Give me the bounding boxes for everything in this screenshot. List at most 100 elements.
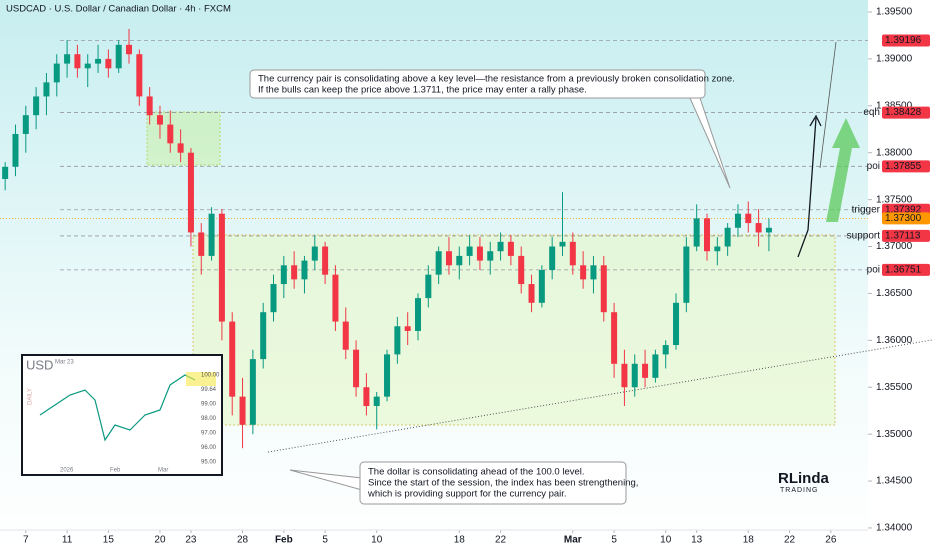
candle-body: [322, 246, 329, 275]
candle-body: [734, 213, 741, 228]
arrow-up: [826, 118, 860, 222]
candle-body: [415, 298, 422, 331]
candle-body: [476, 246, 483, 261]
annotation-text: The currency pair is consolidating above…: [258, 74, 735, 85]
candle-body: [559, 241, 566, 247]
level-name: trigger: [852, 204, 881, 215]
inset-price-label: 97.00: [201, 431, 217, 437]
level-name: support: [847, 231, 881, 242]
inset-line: [39, 374, 196, 442]
candle-body: [724, 227, 731, 247]
candle-body: [497, 241, 504, 252]
level-label: 1.37855: [885, 161, 922, 172]
projection: [797, 117, 817, 258]
inset-price-label: 100.00: [201, 373, 220, 379]
candle-body: [683, 246, 690, 303]
candle-body: [363, 387, 370, 407]
candle-body: [569, 241, 576, 266]
y-tick-label: 1.39500: [876, 7, 913, 18]
candle-body: [384, 354, 391, 397]
y-tick-label: 1.35000: [876, 429, 913, 440]
candle-body: [311, 246, 318, 261]
candle-body: [136, 54, 143, 97]
x-tick-label: 13: [691, 535, 703, 546]
y-tick-label: 1.37000: [876, 241, 913, 252]
level-label: 1.39196: [885, 35, 922, 46]
zone: [192, 234, 836, 426]
candle-body: [177, 143, 184, 153]
candle-body: [115, 44, 122, 69]
candle-body: [693, 218, 700, 247]
inset-price-label: 98.00: [201, 416, 217, 422]
level-label: 1.37392: [885, 204, 922, 215]
x-tick-label: 10: [371, 535, 383, 546]
level-badge: [882, 106, 930, 119]
annotation-text: If the bulls can keep the price above 1.…: [258, 85, 587, 96]
candle-body: [652, 354, 659, 378]
projection: [819, 41, 837, 169]
inset-highlight: [186, 372, 216, 386]
x-tick-label: 26: [825, 535, 837, 546]
candle-body: [466, 246, 473, 256]
annotation-text: which is providing support for the curre…: [367, 489, 567, 500]
level-name: eqh: [863, 107, 880, 118]
chart-title: USDCAD · U.S. Dollar / Canadian Dollar ·…: [6, 4, 231, 15]
candle-body: [507, 241, 514, 256]
candle-body: [229, 321, 236, 397]
candle-body: [580, 265, 587, 280]
x-tick-label: Feb: [275, 535, 293, 546]
y-tick-label: 1.36000: [876, 335, 913, 346]
level-label: 1.37300: [885, 213, 922, 224]
inset-label: DAILY: [28, 388, 34, 405]
trend-line: [267, 339, 932, 453]
level-name: poi: [867, 265, 880, 276]
candle-body: [642, 363, 649, 378]
candle-body: [373, 396, 380, 407]
x-tick-label: 11: [62, 535, 73, 546]
annotation-box: [249, 69, 706, 99]
candle-body: [291, 265, 298, 280]
candle-body: [549, 246, 556, 270]
candle-body: [22, 115, 29, 134]
x-tick-label: 23: [185, 535, 197, 546]
inset-price-label: 99.00: [201, 402, 217, 408]
candle-body: [12, 133, 19, 167]
y-tick-label: 1.38000: [876, 147, 913, 158]
level-label: 1.36751: [885, 265, 922, 276]
x-tick-label: 22: [495, 535, 507, 546]
annotation-text: The dollar is consolidating ahead of the…: [368, 467, 585, 478]
candle-body: [105, 58, 112, 69]
level-name: poi: [867, 161, 880, 172]
candle-body: [404, 326, 411, 331]
candle-body: [765, 227, 772, 233]
candle-body: [43, 82, 50, 97]
candle-body: [703, 218, 710, 252]
y-tick-label: 1.36500: [876, 288, 913, 299]
candle-body: [425, 274, 432, 299]
inset-title: USD: [26, 357, 53, 372]
candle-body: [74, 54, 81, 69]
candle-body: [394, 326, 401, 355]
candle-body: [2, 166, 9, 179]
inset-price-label: 96.00: [201, 445, 217, 451]
inset-time: Mar: [158, 468, 168, 474]
y-tick-label: 1.38500: [876, 100, 913, 111]
candle-body: [342, 321, 349, 350]
candle-body: [156, 115, 163, 125]
candle-body: [673, 302, 680, 346]
candle-body: [260, 312, 267, 360]
y-tick-label: 1.34500: [876, 476, 913, 487]
x-tick-label: 15: [103, 535, 115, 546]
level-label: 1.38428: [885, 107, 922, 118]
x-tick-label: 5: [322, 535, 328, 546]
x-tick-label: 10: [660, 535, 672, 546]
annotation-text: Since the start of the session, the inde…: [368, 478, 638, 489]
candle-body: [167, 124, 174, 144]
x-tick-label: 7: [23, 535, 29, 546]
candle-body: [745, 213, 752, 224]
candle-body: [353, 349, 360, 388]
candle-body: [445, 251, 452, 266]
annotation-box: [359, 461, 627, 505]
x-tick-label: Mar: [564, 535, 582, 546]
